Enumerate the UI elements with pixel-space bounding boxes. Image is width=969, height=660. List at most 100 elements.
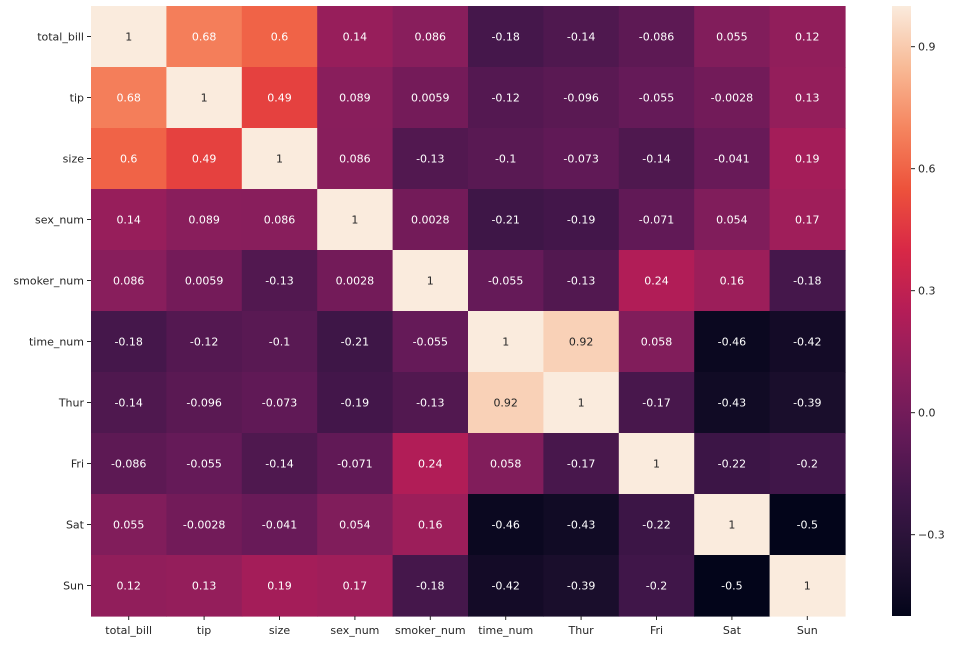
heatmap-cell bbox=[392, 250, 469, 312]
heatmap-cell bbox=[317, 189, 394, 251]
cell-label: -0.055 bbox=[639, 92, 674, 105]
x-tick-label: time_num bbox=[478, 624, 533, 637]
heatmap-cell bbox=[618, 311, 695, 373]
cell-label: 0.14 bbox=[343, 31, 368, 44]
heatmap-cell bbox=[91, 311, 167, 373]
cell-label: 0.24 bbox=[644, 275, 669, 288]
cell-label: 0.0028 bbox=[411, 214, 450, 227]
heatmap-cell bbox=[468, 555, 544, 617]
x-tick-label: Fri bbox=[650, 624, 663, 637]
heatmap-cell bbox=[392, 67, 469, 129]
cell-label: 1 bbox=[804, 580, 811, 593]
cell-label: -0.19 bbox=[341, 397, 369, 410]
x-tick-label: tip bbox=[197, 624, 211, 637]
cell-label: 0.16 bbox=[418, 519, 443, 532]
cell-label: 0.6 bbox=[120, 153, 138, 166]
heatmap-cell bbox=[618, 189, 695, 251]
cell-label: 0.16 bbox=[720, 275, 745, 288]
heatmap-cell bbox=[392, 311, 469, 373]
heatmap-cell bbox=[241, 433, 318, 495]
cell-label: -0.22 bbox=[642, 519, 670, 532]
heatmap-cell bbox=[769, 6, 846, 68]
heatmap-cell bbox=[166, 433, 243, 495]
cell-label: 0.49 bbox=[267, 92, 292, 105]
heatmap-cell bbox=[694, 555, 771, 617]
heatmap-cell bbox=[618, 494, 695, 556]
colorbar-tick-label: 0.9 bbox=[918, 41, 936, 54]
cell-label: 0.19 bbox=[267, 580, 292, 593]
heatmap-cell bbox=[618, 555, 695, 617]
cell-label: -0.055 bbox=[413, 336, 448, 349]
cell-label: -0.13 bbox=[416, 153, 444, 166]
heatmap-cell bbox=[468, 372, 544, 434]
heatmap-cell bbox=[543, 67, 620, 129]
x-tick-label: smoker_num bbox=[395, 624, 466, 637]
heatmap-cell bbox=[392, 433, 469, 495]
cell-label: 1 bbox=[427, 275, 434, 288]
cell-label: -0.42 bbox=[491, 580, 519, 593]
cell-label: -0.43 bbox=[567, 519, 595, 532]
heatmap-cell bbox=[91, 189, 167, 251]
cell-label: 0.17 bbox=[343, 580, 368, 593]
cell-label: -0.14 bbox=[114, 397, 142, 410]
cell-label: 0.92 bbox=[569, 336, 594, 349]
heatmap-cell bbox=[769, 494, 846, 556]
heatmap-cell bbox=[317, 128, 394, 190]
cell-label: -0.14 bbox=[642, 153, 670, 166]
cell-label: -0.21 bbox=[491, 214, 519, 227]
heatmap-cell bbox=[241, 189, 318, 251]
heatmap-cell bbox=[317, 372, 394, 434]
heatmap-cell bbox=[694, 189, 771, 251]
cell-label: -0.1 bbox=[495, 153, 516, 166]
heatmap-cell bbox=[618, 433, 695, 495]
cell-label: 0.19 bbox=[795, 153, 820, 166]
cell-label: 0.14 bbox=[116, 214, 141, 227]
heatmap-cell bbox=[241, 311, 318, 373]
colorbar-tick-label: 0.3 bbox=[918, 285, 936, 298]
heatmap-cell bbox=[468, 311, 544, 373]
cell-label: 1 bbox=[502, 336, 509, 349]
heatmap-cell bbox=[392, 494, 469, 556]
cell-label: -0.17 bbox=[567, 458, 595, 471]
heatmap-cell bbox=[694, 128, 771, 190]
y-tick-label: smoker_num bbox=[13, 275, 84, 288]
cell-label: 0.055 bbox=[113, 519, 145, 532]
heatmap-cell bbox=[166, 189, 243, 251]
cell-label: -0.096 bbox=[563, 92, 598, 105]
cell-label: 0.6 bbox=[271, 31, 289, 44]
heatmap-cell bbox=[468, 433, 544, 495]
heatmap-cell bbox=[694, 311, 771, 373]
x-tick-label: Sun bbox=[797, 624, 818, 637]
cell-label: 0.058 bbox=[490, 458, 522, 471]
cell-label: 1 bbox=[276, 153, 283, 166]
cell-label: -0.43 bbox=[718, 397, 746, 410]
heatmap-cell bbox=[543, 189, 620, 251]
cell-label: 1 bbox=[125, 31, 132, 44]
y-tick-label: size bbox=[63, 153, 85, 166]
cell-label: 0.0028 bbox=[336, 275, 375, 288]
heatmap-cell bbox=[91, 128, 167, 190]
cell-label: -0.18 bbox=[793, 275, 821, 288]
cell-label: 0.13 bbox=[192, 580, 217, 593]
y-tick-label: Sat bbox=[66, 519, 85, 532]
heatmap-cell bbox=[166, 311, 243, 373]
cell-label: -0.46 bbox=[718, 336, 746, 349]
colorbar bbox=[892, 6, 911, 616]
colorbar-tick-label: 0.0 bbox=[918, 407, 936, 420]
heatmap-cell bbox=[317, 250, 394, 312]
cell-label: -0.073 bbox=[262, 397, 297, 410]
heatmap-cell bbox=[769, 372, 846, 434]
heatmap-cell bbox=[166, 250, 243, 312]
heatmap-cell bbox=[618, 128, 695, 190]
cell-label: 0.68 bbox=[116, 92, 141, 105]
cell-label: 0.086 bbox=[113, 275, 145, 288]
cell-label: 0.0059 bbox=[411, 92, 450, 105]
heatmap-cell bbox=[618, 372, 695, 434]
heatmap-cell bbox=[91, 433, 167, 495]
heatmap-cell bbox=[91, 372, 167, 434]
cell-label: -0.096 bbox=[186, 397, 221, 410]
cell-label: -0.12 bbox=[190, 336, 218, 349]
heatmap-cell bbox=[543, 494, 620, 556]
heatmap-cell bbox=[694, 250, 771, 312]
cell-label: -0.2 bbox=[797, 458, 818, 471]
